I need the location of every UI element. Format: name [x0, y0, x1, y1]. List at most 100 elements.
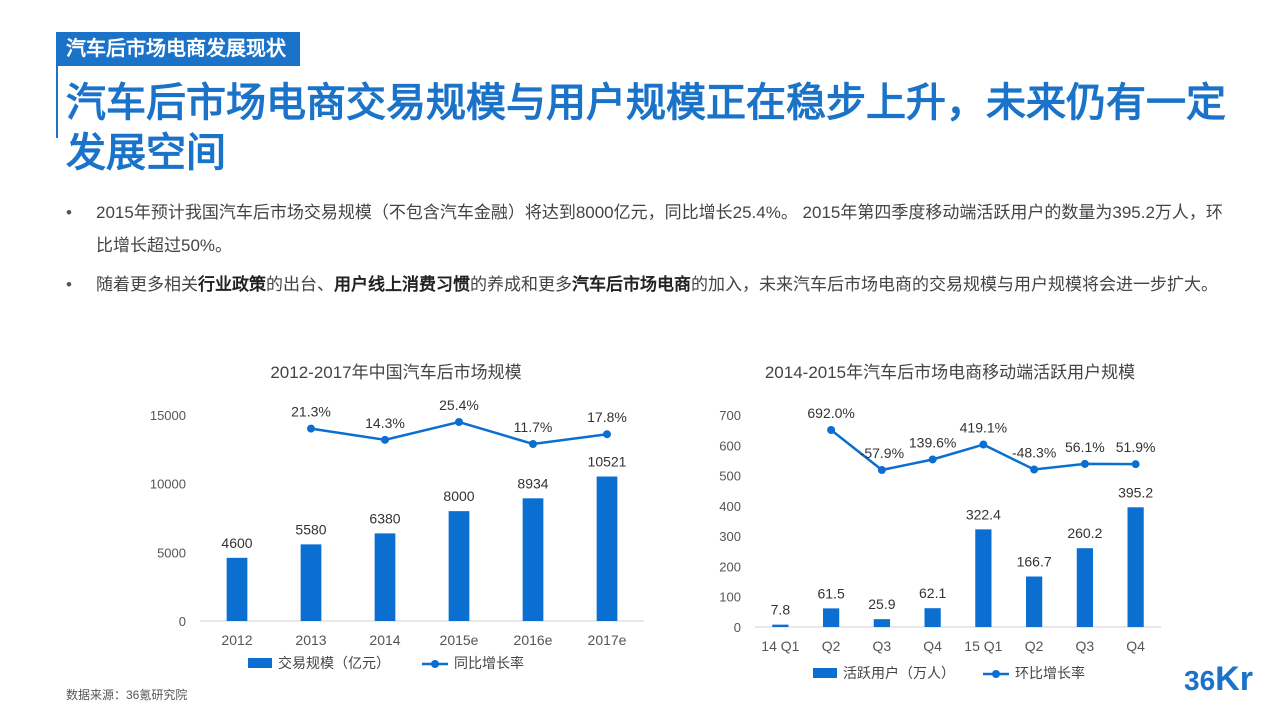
legend-bar-label: 活跃用户（万人）: [843, 665, 955, 681]
x-tick-label: 2017e: [588, 632, 627, 648]
bar-data-label: 6380: [369, 510, 400, 526]
y-tick-label: 400: [719, 499, 741, 514]
bar-3: [448, 511, 470, 621]
data-source: 数据来源：36氪研究院: [66, 688, 188, 702]
bar-0: [772, 624, 789, 627]
bar-2: [374, 533, 396, 621]
y-tick-label: 10000: [150, 477, 186, 492]
section-tag: 汽车后市场电商发展现状: [56, 32, 300, 66]
active-users-chart-svg: 2014-2015年汽车后市场电商移动端活跃用户规模 0 100 200 300 400 5…: [719, 363, 1161, 681]
bar-data-label: 8000: [443, 488, 474, 504]
bar-4: [975, 529, 992, 627]
y-tick-label: 15000: [150, 408, 186, 423]
bullet-text: 的出台、: [266, 275, 334, 294]
market-size-chart-svg: 2012-2017年中国汽车后市场规模 0 5000 10000 15000 4600 20…: [150, 363, 644, 671]
growth-point-1: [307, 424, 315, 433]
legend-bar-swatch: [813, 668, 837, 678]
x-tick-label: 2015e: [440, 632, 479, 648]
growth-data-label: -48.3%: [1012, 444, 1056, 460]
bar-data-label: 4600: [221, 535, 252, 551]
x-tick-label: Q2: [1025, 638, 1044, 654]
bar-5: [1026, 576, 1043, 627]
x-tick-label: 14 Q1: [761, 638, 799, 654]
bullet-text: 的加入，未来汽车后市场电商的交易规模与用户规模将会进一步扩大。: [691, 275, 1218, 294]
legend-bar-label: 交易规模（亿元）: [278, 655, 390, 671]
legend-line-marker: [431, 660, 439, 668]
bar-7: [1127, 507, 1144, 627]
growth-data-label: 14.3%: [365, 415, 405, 431]
y-tick-label: 0: [179, 614, 186, 629]
y-tick-label: 500: [719, 469, 741, 484]
growth-point-2: [877, 466, 886, 474]
growth-point-1: [827, 426, 836, 434]
bullet-item-2: 随着更多相关行业政策的出台、用户线上消费习惯的养成和更多汽车后市场电商的加入，未…: [66, 268, 1226, 301]
bar-data-label: 322.4: [966, 506, 1001, 522]
growth-data-label: 139.6%: [909, 434, 956, 450]
growth-point-5: [603, 430, 611, 439]
legend-line-label: 环比增长率: [1015, 665, 1085, 681]
growth-point-4: [529, 440, 537, 448]
legend-bar-swatch: [248, 658, 272, 668]
legend-line-label: 同比增长率: [454, 655, 524, 671]
bar-3: [924, 608, 941, 627]
growth-point-4: [979, 440, 988, 449]
growth-data-label: 25.4%: [439, 397, 479, 413]
bar-1: [823, 608, 840, 627]
x-tick-label: 2013: [295, 632, 326, 648]
y-tick-label: 5000: [157, 545, 186, 560]
growth-point-5: [1030, 465, 1039, 474]
bar-data-label: 10521: [588, 454, 627, 470]
x-tick-label: Q2: [822, 638, 841, 654]
growth-data-label: -57.9%: [860, 445, 904, 461]
bar-data-label: 166.7: [1017, 554, 1052, 570]
y-tick-label: 300: [719, 529, 741, 544]
bar-6: [1076, 548, 1093, 627]
x-tick-label: Q3: [1076, 638, 1095, 654]
bar-data-label: 260.2: [1067, 525, 1102, 541]
y-tick-label: 700: [719, 408, 741, 423]
bullet-text: 随着更多相关: [96, 275, 198, 294]
chart-title: 2014-2015年汽车后市场电商移动端活跃用户规模: [765, 363, 1135, 382]
growth-point-6: [1080, 459, 1089, 468]
growth-data-label: 419.1%: [960, 420, 1007, 436]
x-tick-label: 2016e: [514, 632, 553, 648]
page-title: 汽车后市场电商交易规模与用户规模正在稳步上升，未来仍有一定发展空间: [66, 81, 1226, 175]
bullet-list: 2015年预计我国汽车后市场交易规模（不包含汽车金融）将达到8000亿元，同比增…: [66, 196, 1226, 307]
bar-2: [873, 619, 890, 627]
bar-data-label: 7.8: [771, 602, 791, 618]
x-tick-label: Q4: [1126, 638, 1145, 654]
bar-data-label: 5580: [295, 521, 326, 537]
chart-title: 2012-2017年中国汽车后市场规模: [270, 363, 521, 382]
bullet-text: 的养成和更多: [470, 275, 572, 294]
y-tick-label: 600: [719, 438, 741, 453]
x-tick-label: 2014: [369, 632, 400, 648]
bullet-emphasis: 用户线上消费习惯: [334, 275, 470, 294]
y-tick-label: 200: [719, 559, 741, 574]
growth-data-label: 692.0%: [807, 405, 854, 421]
x-tick-label: 2012: [221, 632, 252, 648]
y-tick-label: 100: [719, 590, 741, 605]
legend-line-marker: [992, 670, 1000, 678]
growth-data-label: 11.7%: [514, 419, 553, 435]
bar-1: [300, 544, 322, 621]
bullet-emphasis: 行业政策: [198, 275, 266, 294]
bar-data-label: 61.5: [818, 585, 845, 601]
x-tick-label: Q3: [873, 638, 892, 654]
bullet-text: 2015年预计我国汽车后市场交易规模（不包含汽车金融）将达到8000亿元，同比增…: [96, 203, 1223, 255]
growth-point-3: [928, 455, 937, 464]
growth-data-label: 17.8%: [587, 409, 627, 425]
bar-data-label: 8934: [517, 475, 548, 491]
bar-data-label: 395.2: [1118, 484, 1153, 500]
accent-line: [56, 66, 58, 138]
bar-4: [522, 498, 544, 621]
bar-data-label: 62.1: [919, 585, 946, 601]
y-tick-label: 0: [734, 620, 741, 635]
bar-data-label: 25.9: [868, 596, 895, 612]
bar-5: [596, 476, 618, 621]
brand-logo: 36Kr: [1184, 660, 1253, 698]
growth-data-label: 56.1%: [1065, 439, 1105, 455]
market-size-chart: 2012-2017年中国汽车后市场规模 0 5000 10000 15000 4600 20…: [120, 356, 644, 686]
growth-data-label: 21.3%: [291, 404, 331, 420]
growth-point-7: [1131, 460, 1140, 469]
x-tick-label: Q4: [923, 638, 942, 654]
